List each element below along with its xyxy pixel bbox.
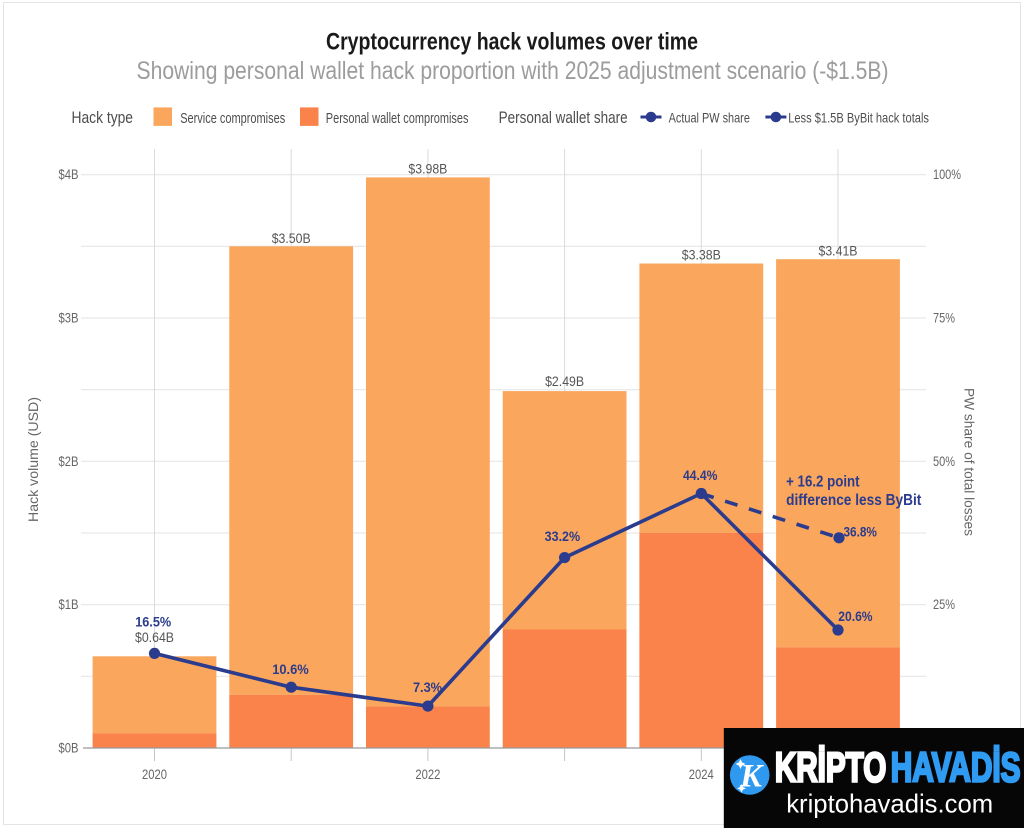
svg-text:25%: 25% bbox=[933, 597, 955, 612]
svg-text:difference less ByBit: difference less ByBit bbox=[786, 492, 922, 509]
svg-text:2022: 2022 bbox=[415, 767, 440, 782]
svg-text:+ 16.2 point: + 16.2 point bbox=[786, 474, 860, 491]
svg-text:33.2%: 33.2% bbox=[545, 528, 581, 544]
svg-text:Personal wallet share: Personal wallet share bbox=[499, 108, 628, 127]
svg-text:$3.41B: $3.41B bbox=[819, 243, 858, 258]
svg-text:KRİPTO: KRİPTO bbox=[775, 744, 886, 791]
svg-text:20.6%: 20.6% bbox=[838, 608, 873, 624]
svg-text:$1B: $1B bbox=[59, 597, 79, 612]
svg-text:$3.38B: $3.38B bbox=[682, 248, 721, 263]
svg-text:10.6%: 10.6% bbox=[272, 661, 309, 677]
svg-text:Service compromises: Service compromises bbox=[180, 110, 285, 127]
svg-text:$3.98B: $3.98B bbox=[408, 162, 447, 177]
svg-text:$2.49B: $2.49B bbox=[545, 374, 584, 389]
svg-text:Hack volume (USD): Hack volume (USD) bbox=[25, 397, 41, 522]
svg-text:Showing personal wallet hack p: Showing personal wallet hack proportion … bbox=[137, 57, 889, 85]
svg-text:7.3%: 7.3% bbox=[413, 679, 443, 695]
svg-text:$0B: $0B bbox=[59, 741, 79, 756]
svg-text:36.8%: 36.8% bbox=[843, 524, 877, 540]
svg-text:75%: 75% bbox=[933, 311, 955, 326]
svg-text:PW share of total losses: PW share of total losses bbox=[962, 388, 978, 536]
svg-text:50%: 50% bbox=[933, 454, 955, 469]
svg-text:Less $1.5B ByBit hack totals: Less $1.5B ByBit hack totals bbox=[788, 110, 929, 126]
svg-text:Hack type: Hack type bbox=[72, 108, 134, 127]
svg-text:Cryptocurrency hack volumes ov: Cryptocurrency hack volumes over time bbox=[326, 29, 698, 56]
svg-text:Actual PW share: Actual PW share bbox=[669, 110, 750, 126]
svg-text:2020: 2020 bbox=[142, 767, 167, 782]
svg-text:44.4%: 44.4% bbox=[683, 467, 718, 483]
svg-text:2024: 2024 bbox=[689, 767, 714, 782]
svg-text:$2B: $2B bbox=[59, 454, 79, 469]
svg-text:16.5%: 16.5% bbox=[135, 613, 171, 629]
svg-text:$3.50B: $3.50B bbox=[272, 231, 311, 246]
svg-text:100%: 100% bbox=[933, 167, 961, 182]
svg-text:Personal wallet compromises: Personal wallet compromises bbox=[326, 110, 469, 127]
svg-text:HAVADİS: HAVADİS bbox=[891, 744, 1021, 791]
svg-text:$0.64B: $0.64B bbox=[135, 630, 174, 645]
svg-text:$4B: $4B bbox=[59, 167, 79, 182]
svg-text:$3B: $3B bbox=[59, 311, 79, 326]
svg-text:kriptohavadis.com: kriptohavadis.com bbox=[786, 789, 993, 819]
